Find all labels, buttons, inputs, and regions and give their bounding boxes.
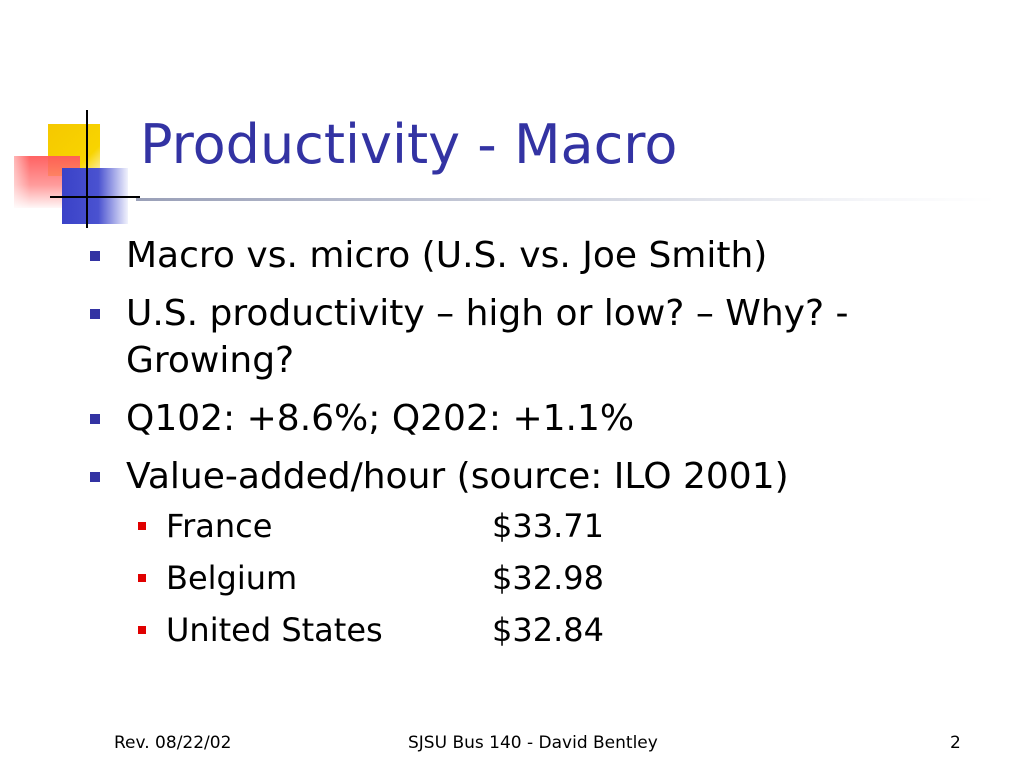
country-value: $33.71 [492, 507, 604, 545]
bullet-item: Q102: +8.6%; Q202: +1.1% [90, 395, 990, 442]
logo-red-fade [0, 156, 30, 208]
footer-revision-date: Rev. 08/22/02 [114, 733, 232, 753]
sub-bullet-square-icon [138, 574, 146, 582]
slide-title: Productivity - Macro [140, 113, 678, 176]
bullet-text: Macro vs. micro (U.S. vs. Joe Smith) [126, 235, 768, 276]
bullet-text: U.S. productivity – high or low? – Why? … [126, 293, 849, 381]
bullet-text: Q102: +8.6%; Q202: +1.1% [126, 398, 635, 439]
sub-bullet-item: Belgium $32.98 [136, 558, 990, 598]
bullet-item: Value-added/hour (source: ILO 2001) Fran… [90, 453, 990, 650]
country-value: $32.98 [492, 559, 604, 597]
sub-bullet-square-icon [138, 626, 146, 634]
logo-vertical-line [86, 110, 88, 228]
logo-horizontal-line [50, 196, 140, 198]
country-value: $32.84 [492, 611, 604, 649]
bullet-item: Macro vs. micro (U.S. vs. Joe Smith) [90, 232, 990, 279]
bullet-square-icon [90, 309, 100, 319]
sub-bullet-list: France $33.71 Belgium $32.98 United States… [126, 506, 990, 650]
bullet-item: U.S. productivity – high or low? – Why? … [90, 290, 990, 384]
country-name: Belgium [166, 559, 298, 597]
bullet-square-icon [90, 414, 100, 424]
sub-bullet-item: United States $32.84 [136, 610, 990, 650]
bullet-text: Value-added/hour (source: ILO 2001) [126, 456, 789, 497]
sub-bullet-item: France $33.71 [136, 506, 990, 546]
bullet-square-icon [90, 251, 100, 261]
title-logo-graphic [0, 0, 160, 240]
sub-bullet-square-icon [138, 522, 146, 530]
footer-slide-number: 2 [950, 733, 961, 753]
country-name: United States [166, 611, 383, 649]
slide-bullet-list: Macro vs. micro (U.S. vs. Joe Smith) U.S… [90, 232, 990, 662]
footer-course-author: SJSU Bus 140 - David Bentley [408, 733, 658, 753]
title-underline [136, 198, 996, 201]
country-name: France [166, 507, 273, 545]
bullet-square-icon [90, 472, 100, 482]
